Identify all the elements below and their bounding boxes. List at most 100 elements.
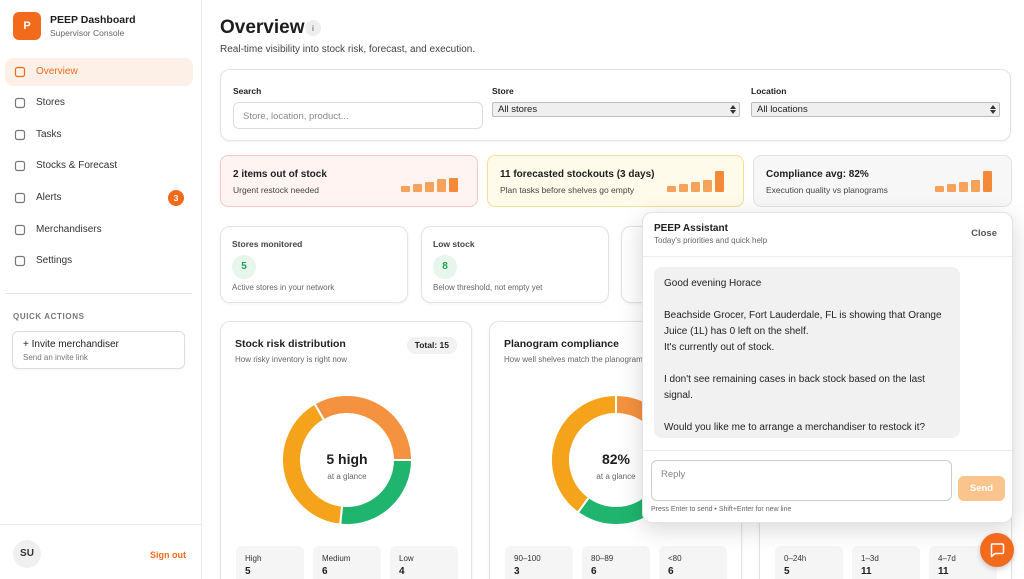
quick-action[interactable]: + Invite merchandiser Send an invite link	[12, 331, 185, 369]
legend-value: 11	[938, 566, 949, 577]
select-value: All stores	[498, 104, 538, 115]
input-hint: Press Enter to send • Shift+Enter for ne…	[651, 506, 792, 513]
icon-shape	[14, 255, 26, 267]
filter-label: Location	[751, 86, 787, 96]
assistant-panel: PEEP Assistant Today's priorities and qui…	[642, 212, 1013, 523]
legend-name: 80–89	[591, 554, 614, 563]
search-placeholder: Store, location, product...	[243, 111, 349, 122]
logo: P	[13, 12, 41, 40]
close-button[interactable]: Close	[971, 228, 997, 239]
alert-card[interactable]: Compliance avg: 82% Execution quality vs …	[753, 155, 1012, 207]
nav-icon	[14, 129, 26, 141]
nav-item[interactable]: Merchandisers	[5, 216, 193, 244]
avatar: SU	[13, 540, 41, 568]
stat-card: Stores monitored 5 Active stores in your n…	[220, 226, 408, 303]
legend-name: Medium	[322, 554, 351, 563]
message-text: Good evening Horace	[664, 278, 762, 289]
sign-out[interactable]: Sign out	[150, 550, 186, 560]
message-text: Beachside Grocer, Fort Lauderdale, FL is…	[664, 310, 942, 337]
app-title: PEEP Dashboard	[50, 14, 136, 26]
donut-segment	[339, 459, 414, 526]
page-subtitle: Real-time visibility into stock risk, fo…	[220, 44, 476, 55]
nav-icon	[14, 192, 26, 204]
info-icon[interactable]: i	[305, 20, 321, 36]
icon-shape	[14, 97, 26, 109]
mini-bar	[959, 182, 968, 192]
mini-bar	[691, 182, 700, 192]
nav-label: Alerts	[36, 192, 62, 203]
donut-center: 5 high	[326, 451, 368, 467]
legend-value: 3	[514, 566, 520, 577]
legend-box: 1–3d 11	[852, 546, 920, 579]
filter-label: Store	[492, 86, 514, 96]
stat-text: Below threshold, not empty yet	[433, 283, 543, 292]
assistant-subtitle: Today's priorities and quick help	[654, 236, 768, 245]
chat-fab[interactable]	[980, 533, 1014, 567]
chart-subtitle: How well shelves match the planogram	[504, 355, 643, 364]
alert-title: 2 items out of stock	[233, 169, 327, 180]
select[interactable]: All locations	[751, 102, 1000, 117]
select-value: All locations	[757, 104, 808, 115]
nav-item[interactable]: Stores	[5, 89, 193, 117]
alert-text: Execution quality vs planograms	[766, 185, 888, 195]
search-input[interactable]: Store, location, product...	[233, 102, 483, 129]
legend-name: <80	[668, 554, 682, 563]
nav-label: Stores	[36, 97, 65, 108]
legend-value: 5	[784, 566, 790, 577]
nav-label: Settings	[36, 255, 73, 266]
sidebar: P PEEP Dashboard Supervisor Console Overvie…	[0, 0, 202, 579]
icon-shape	[14, 129, 26, 141]
legend-box: High 5	[236, 546, 304, 579]
donut-center: 82%	[601, 451, 631, 467]
nav-item[interactable]: Alerts 3	[5, 184, 193, 212]
legend-name: Low	[399, 554, 414, 563]
stat-value: 8	[433, 255, 457, 279]
stat-title: Low stock	[433, 239, 475, 249]
stat-title: Stores monitored	[232, 239, 303, 249]
select-arrow	[730, 105, 736, 114]
chart-subtitle: How risky inventory is right now	[235, 355, 348, 364]
nav-icon	[14, 255, 26, 267]
nav-item[interactable]: Settings	[5, 247, 193, 275]
donut-segment	[550, 393, 617, 514]
legend-box: Low 4	[390, 546, 458, 579]
select-arrow	[990, 105, 996, 114]
arrow	[730, 105, 736, 114]
alert-card[interactable]: 11 forecasted stockouts (3 days) Plan tas…	[487, 155, 744, 207]
mini-bars	[935, 171, 992, 192]
legend-value: 6	[322, 566, 328, 577]
page-title: Overview	[220, 17, 305, 38]
nav-item[interactable]: Tasks	[5, 121, 193, 149]
legend-name: 90–100	[514, 554, 541, 563]
alert-card[interactable]: 2 items out of stock Urgent restock neede…	[220, 155, 478, 207]
legend-name: 4–7d	[938, 554, 956, 563]
mini-bar	[983, 171, 992, 192]
quick-action-hint: Send an invite link	[23, 353, 88, 362]
nav-badge: 3	[168, 190, 184, 206]
mini-bar	[935, 186, 944, 192]
nav-item[interactable]: Overview	[5, 58, 193, 86]
legend-value: 5	[245, 566, 251, 577]
icon-shape	[14, 160, 26, 172]
message-text: Would you like me to arrange a merchandi…	[664, 422, 926, 433]
chart-title: Planogram compliance	[504, 338, 619, 350]
legend-name: High	[245, 554, 262, 563]
mini-bar	[401, 186, 410, 192]
send-button[interactable]: Send	[958, 476, 1005, 501]
legend-value: 6	[591, 566, 597, 577]
total-badge: Total: 15	[406, 337, 457, 354]
mini-bar	[425, 182, 434, 192]
reply-placeholder: Reply	[661, 469, 686, 480]
mini-bar	[703, 180, 712, 192]
select[interactable]: All stores	[492, 102, 740, 117]
stat-text: Active stores in your network	[232, 283, 335, 292]
legend-value: 6	[668, 566, 674, 577]
legend-name: 0–24h	[784, 554, 807, 563]
message-text: It's currently out of stock.	[664, 342, 775, 353]
mini-bar	[679, 184, 688, 192]
mini-bars	[401, 178, 458, 192]
reply-input[interactable]: Reply	[651, 460, 952, 501]
nav-item[interactable]: Stocks & Forecast	[5, 152, 193, 180]
nav-label: Tasks	[36, 129, 62, 140]
nav-label: Merchandisers	[36, 224, 102, 235]
